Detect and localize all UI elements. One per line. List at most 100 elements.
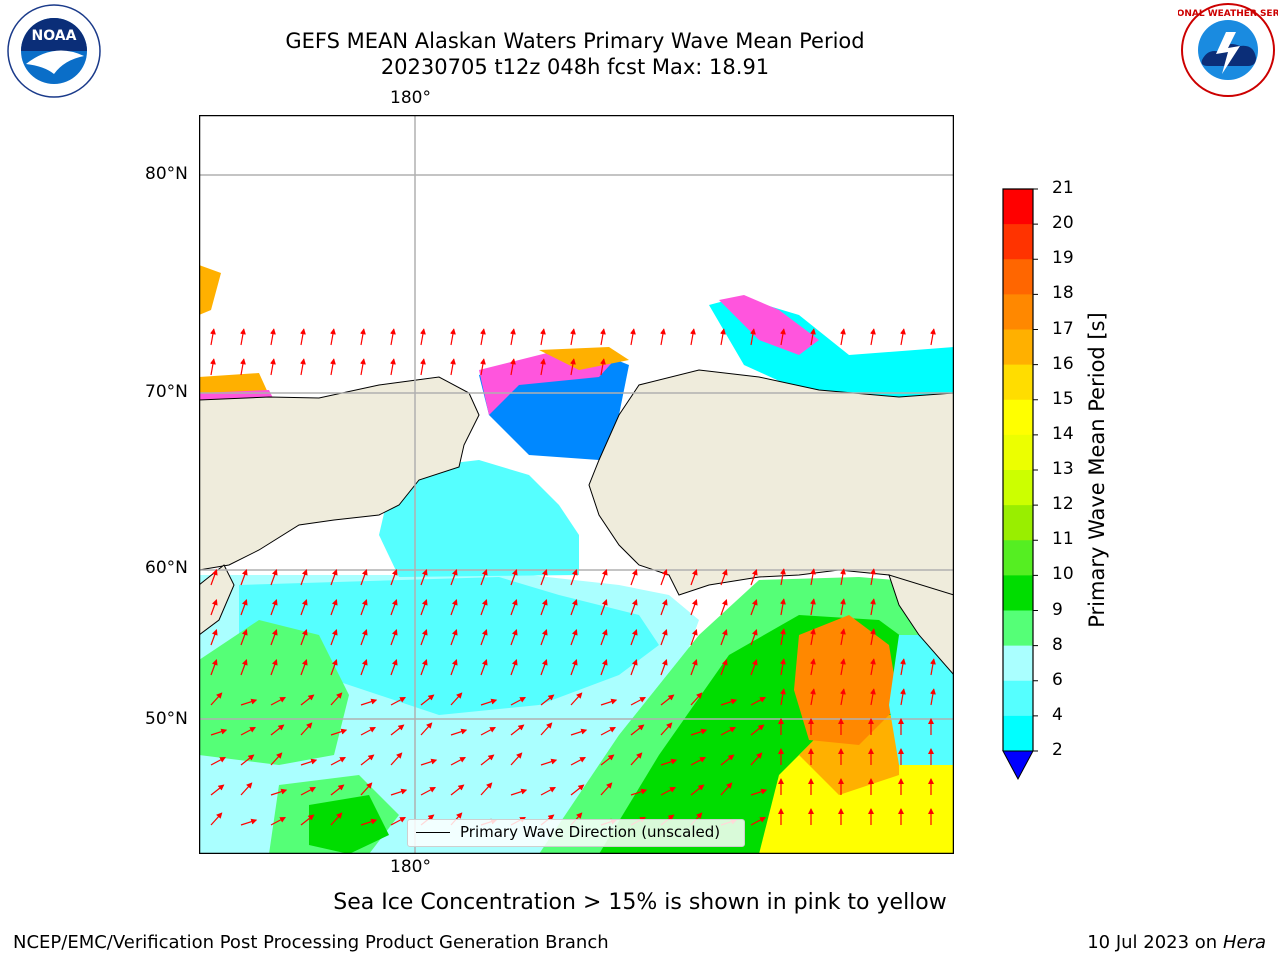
wave-direction-arrow	[570, 629, 578, 646]
wave-direction-arrow	[209, 358, 216, 376]
colorbar-segment	[1003, 645, 1033, 682]
wave-direction-arrow	[869, 598, 876, 616]
wave-direction-arrow	[240, 629, 248, 646]
wave-direction-arrow	[749, 328, 756, 346]
wave-direction-arrow	[209, 328, 216, 346]
wave-direction-arrow	[330, 756, 346, 766]
wave-direction-arrow	[510, 629, 518, 646]
wave-direction-arrow	[929, 658, 936, 676]
colorbar-segment	[1003, 470, 1033, 506]
colorbar-segment	[1003, 364, 1033, 401]
wave-direction-arrow	[270, 752, 283, 766]
wave-direction-arrow	[599, 328, 606, 346]
wave-direction-arrow	[540, 599, 548, 616]
wave-direction-arrow	[720, 629, 728, 646]
wave-direction-arrow	[210, 659, 218, 676]
wave-direction-arrow	[480, 782, 493, 796]
wave-direction-arrow	[510, 659, 518, 676]
wave-direction-arrow	[450, 629, 458, 646]
wave-direction-arrow	[570, 659, 578, 676]
wave-direction-arrow	[569, 358, 576, 376]
wave-direction-arrow	[809, 598, 816, 616]
wave-direction-arrow	[570, 756, 586, 766]
wave-direction-arrow	[630, 659, 638, 676]
colorbar-tick-label: 8	[1052, 634, 1063, 655]
wave-direction-arrow	[330, 812, 343, 826]
wave-direction-arrow	[300, 814, 315, 826]
wave-direction-arrow	[540, 629, 548, 646]
footer-machine: Hera	[1222, 932, 1266, 953]
footer-date: 10 Jul 2023 on	[1087, 932, 1223, 953]
wave-direction-arrow	[270, 659, 278, 676]
wave-direction-arrow	[660, 599, 668, 616]
wave-direction-arrow	[300, 694, 315, 706]
wave-direction-arrow	[750, 569, 758, 586]
wave-direction-arrow	[839, 658, 846, 676]
colorbar-segment	[1003, 680, 1033, 717]
colorbar-tick-label: 6	[1052, 669, 1063, 690]
wave-direction-arrow	[390, 629, 398, 646]
colorbar-tick-label: 13	[1052, 459, 1074, 479]
wave-direction-arrow	[750, 788, 768, 796]
nws-logo-text: NATIONAL WEATHER SERVICE	[1178, 9, 1278, 19]
colorbar-tick-label: 18	[1052, 283, 1074, 304]
wave-direction-arrow	[270, 629, 278, 646]
wave-direction-arrow	[929, 328, 936, 346]
lat-label-80: 80°N	[145, 164, 188, 184]
wave-direction-arrow	[660, 758, 678, 766]
wave-direction-arrow	[690, 756, 706, 766]
wave-direction-arrow	[269, 328, 276, 346]
wave-direction-arrow	[420, 758, 438, 766]
wave-direction-arrow	[420, 722, 433, 736]
wave-direction-arrow	[750, 599, 758, 616]
map-legend: Primary Wave Direction (unscaled)	[407, 819, 745, 847]
wave-direction-arrow	[420, 629, 428, 646]
wave-direction-arrow	[720, 659, 728, 676]
wave-direction-arrow	[300, 722, 313, 736]
lon-label-top: 180°	[390, 88, 431, 108]
wave-direction-arrow	[659, 328, 666, 346]
wave-direction-arrow	[690, 569, 698, 586]
sea-ice-beaufort-pink	[719, 295, 819, 355]
wave-direction-arrow	[360, 599, 368, 616]
colorbar-segment	[1003, 575, 1033, 611]
wave-direction-arrow	[330, 692, 343, 706]
wave-direction-arrow	[509, 328, 516, 346]
colorbar-tick-label: 17	[1052, 318, 1074, 339]
wave-direction-arrow	[210, 756, 226, 766]
wave-direction-arrow	[869, 328, 876, 346]
wave-direction-arrow	[419, 328, 426, 346]
wave-direction-arrow	[720, 726, 736, 736]
colorbar-segment	[1003, 259, 1033, 295]
wave-direction-arrow	[750, 629, 758, 646]
wave-direction-arrow	[210, 728, 228, 736]
land-siberia	[199, 376, 480, 571]
wave-direction-arrow	[420, 659, 428, 676]
wave-direction-arrow	[600, 569, 608, 586]
wave-direction-arrow	[839, 328, 846, 346]
wave-direction-arrow	[210, 692, 223, 706]
wave-direction-arrow	[599, 358, 606, 376]
wave-direction-arrow	[929, 688, 936, 706]
wave-direction-arrow	[869, 688, 876, 706]
wave-direction-arrow	[480, 754, 495, 766]
wave-direction-arrow	[630, 696, 646, 706]
wave-direction-arrow	[660, 722, 673, 736]
wave-direction-arrow	[630, 629, 638, 646]
wave-direction-arrow	[300, 659, 308, 676]
period-field-bering-inner	[239, 577, 659, 715]
wave-direction-arrow	[300, 599, 308, 616]
wave-direction-arrow	[419, 358, 426, 376]
wave-direction-arrow	[479, 358, 486, 376]
wave-direction-arrow	[720, 569, 728, 586]
wave-direction-arrow	[390, 599, 398, 616]
wave-direction-arrow	[450, 692, 463, 706]
wave-direction-arrow	[539, 358, 546, 376]
wave-direction-arrow	[899, 658, 906, 676]
colorbar-segment	[1003, 189, 1033, 225]
wave-direction-arrow	[779, 598, 786, 616]
wave-direction-arrow	[600, 726, 616, 736]
wave-direction-arrow	[300, 629, 308, 646]
wave-direction-arrow	[270, 816, 286, 826]
wave-direction-arrow	[660, 694, 675, 706]
